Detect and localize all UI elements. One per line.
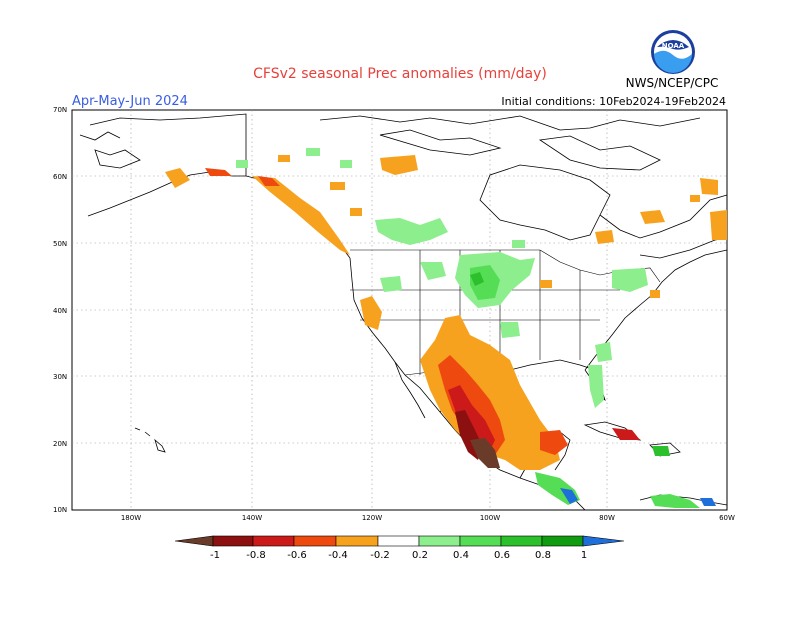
legend-label-06: 0.6: [494, 550, 510, 561]
wet-region-northeast: [612, 268, 648, 292]
noaa-logo: NOAA: [651, 30, 695, 74]
legend-label-02: 0.2: [412, 550, 428, 561]
dry-region-quebec: [595, 230, 614, 244]
legend-swatch-04-to-06: [459, 535, 502, 547]
legend-label-minus04: -0.4: [328, 550, 348, 561]
wet-region-northern-plains-max: [470, 272, 484, 286]
lon-label-100w: 100W: [480, 514, 500, 522]
lon-label-120w: 120W: [362, 514, 382, 522]
legend-label-04: 0.4: [453, 550, 469, 561]
wet-cell-4: [512, 240, 525, 248]
legend-label-minus1: -1: [210, 550, 220, 561]
wet-region-central-america-max: [560, 488, 578, 504]
lon-label-140w: 140W: [242, 514, 262, 522]
legend-label-minus08: -0.8: [246, 550, 266, 561]
legend-swatch-minus08-to-minus06: [252, 535, 295, 547]
legend-swatch-02-to-04: [418, 535, 461, 547]
legend-swatch-above-1: [582, 535, 625, 547]
legend-label-minus06: -0.6: [287, 550, 307, 561]
dry-region-newfoundland: [710, 210, 727, 240]
map-title: CFSv2 seasonal Prec anomalies (mm/day): [253, 66, 547, 82]
agency-label: NWS/NCEP/CPC: [625, 76, 719, 90]
season-label: Apr-May-Jun 2024: [72, 94, 188, 109]
legend-swatch-minus06-to-minus04: [293, 535, 337, 547]
lat-label-70n: 70N: [53, 106, 67, 114]
longitude-labels: 180W 140W 120W 100W 80W 60W: [121, 514, 735, 522]
wet-region-south-america-max: [700, 498, 716, 506]
wet-region-southeast: [595, 342, 612, 362]
logo-bird: [657, 40, 689, 50]
lon-label-180w: 180W: [121, 514, 141, 522]
logo-text: NOAA: [662, 42, 685, 50]
wet-region-florida: [588, 365, 604, 408]
wet-cell-1: [236, 160, 248, 168]
dry-cell-4: [540, 280, 552, 288]
dry-cell-6: [690, 195, 700, 202]
dry-region-mexico-strong: [448, 385, 495, 455]
wet-region-canada-plains: [375, 218, 448, 245]
initial-conditions-label: Initial conditions: 10Feb2024-19Feb2024: [501, 95, 726, 108]
dry-cell-1: [278, 155, 290, 162]
latitude-labels: 70N 60N 50N 40N 30N 20N 10N: [53, 106, 67, 514]
wet-region-hispaniola: [652, 446, 670, 456]
dry-region-mexico-max: [470, 438, 500, 468]
legend-labels: -1 -0.8 -0.6 -0.4 -0.2 0.2 0.4 0.6 0.8 1: [210, 550, 587, 561]
lat-label-10n: 10N: [53, 506, 67, 514]
dry-region-mexico: [420, 315, 560, 470]
wet-cell-2: [306, 148, 320, 156]
dry-region-pacific-northwest-core: [258, 176, 280, 186]
dry-region-labrador: [640, 210, 665, 224]
wet-region-texas: [500, 322, 520, 338]
legend-swatch-below-minus1: [174, 535, 214, 547]
dry-region-pacific-northwest: [252, 176, 350, 255]
wet-region-south-america: [650, 494, 700, 508]
lon-label-80w: 80W: [599, 514, 615, 522]
lat-label-60n: 60N: [53, 173, 67, 181]
legend-label-08: 0.8: [535, 550, 551, 561]
dry-region-yucatan: [540, 430, 568, 455]
lat-label-50n: 50N: [53, 240, 67, 248]
legend-swatch-06-to-08: [500, 535, 543, 547]
dry-cell-3: [350, 208, 362, 216]
color-legend: [174, 535, 625, 547]
wet-cell-3: [340, 160, 352, 168]
wet-region-idaho: [380, 276, 402, 292]
lat-label-20n: 20N: [53, 440, 67, 448]
dry-region-cuba: [612, 428, 640, 440]
dry-region-alaska-west: [165, 168, 190, 188]
legend-swatch-minus1-to-minus08: [212, 535, 254, 547]
legend-label-1: 1: [581, 550, 587, 561]
logo-wave: [654, 50, 692, 73]
dry-region-nunavut: [380, 155, 418, 175]
anomaly-shading: [165, 148, 727, 508]
legend-swatch-neutral: [377, 535, 420, 547]
legend-swatch-minus04-to-minus02: [335, 535, 379, 547]
dry-cell-2: [330, 182, 345, 190]
legend-swatch-08-to-1: [541, 535, 584, 547]
dry-region-alaska-coast: [205, 168, 232, 176]
dry-cell-5: [650, 290, 660, 298]
lat-label-40n: 40N: [53, 307, 67, 315]
lat-label-30n: 30N: [53, 373, 67, 381]
wet-region-montana: [420, 262, 446, 280]
dry-region-greenland: [700, 178, 718, 195]
lon-label-60w: 60W: [719, 514, 735, 522]
legend-label-minus02: -0.2: [370, 550, 390, 561]
dry-region-california: [360, 296, 382, 330]
